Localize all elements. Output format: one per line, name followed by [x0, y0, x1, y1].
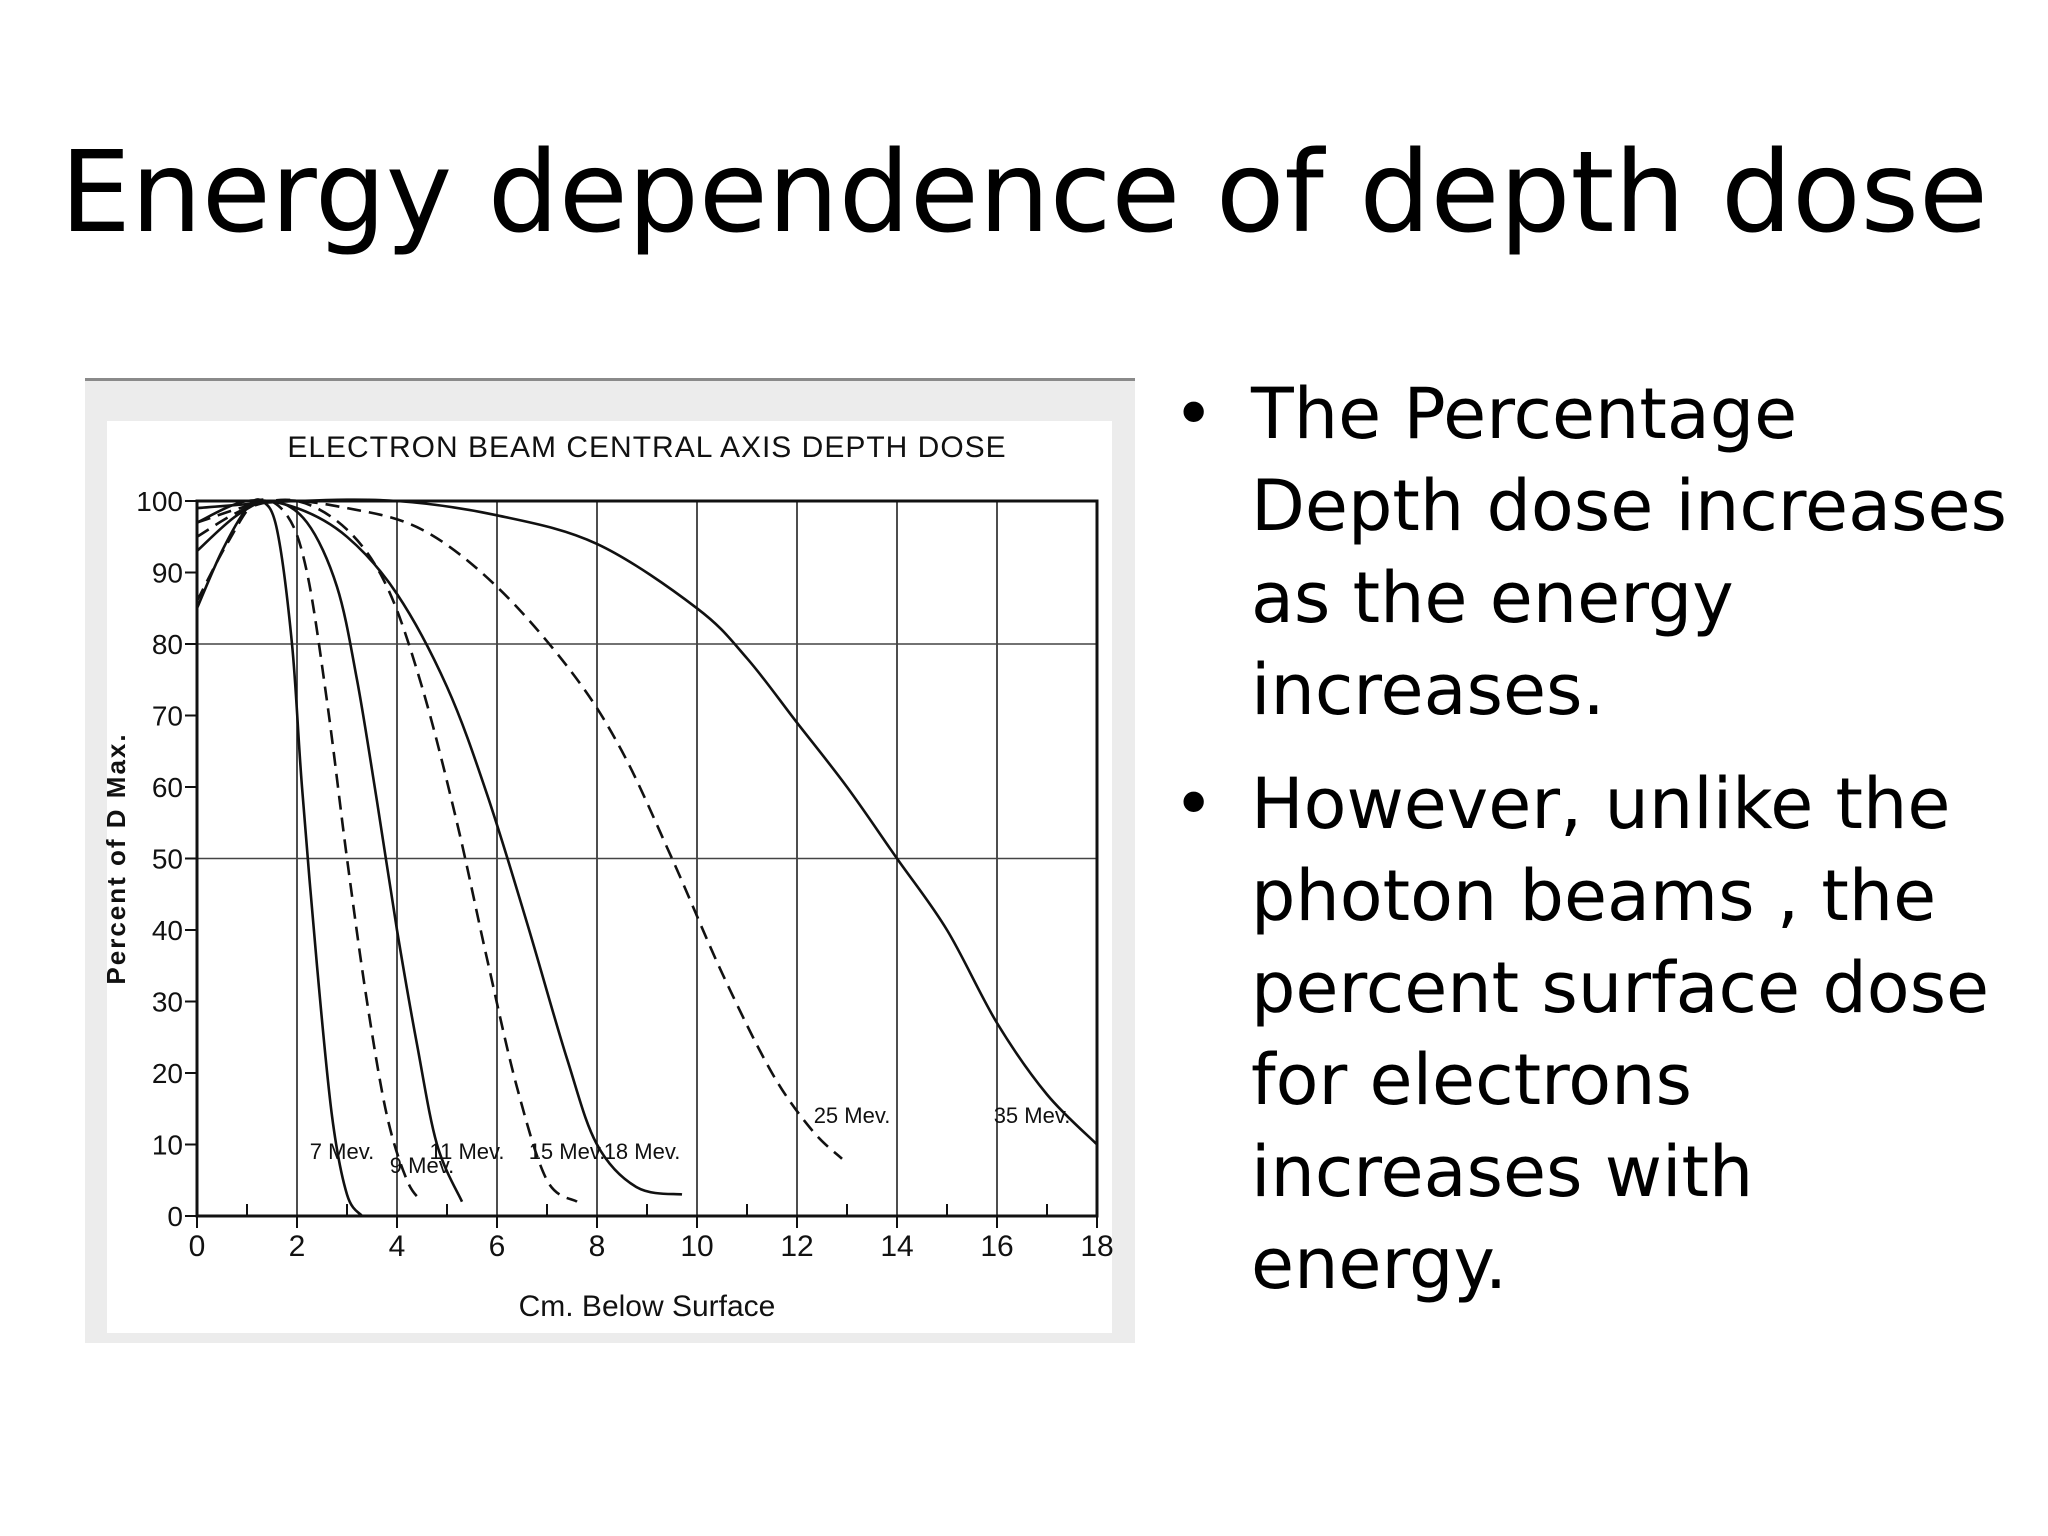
x-tick-label: 0 — [189, 1230, 206, 1263]
y-tick-label: 70 — [152, 701, 183, 732]
x-tick-label: 16 — [980, 1230, 1013, 1263]
series-label: 25 Mev. — [814, 1103, 891, 1128]
bullet-list: • The Percentage Depth dose increases as … — [1165, 368, 2025, 1332]
y-tick-label: 50 — [152, 844, 183, 875]
series-label: 7 Mev. — [310, 1139, 374, 1164]
y-tick-label: 100 — [136, 486, 183, 517]
bullet-item: • The Percentage Depth dose increases as … — [1165, 368, 2025, 736]
x-tick-label: 8 — [589, 1230, 606, 1263]
y-tick-label: 40 — [152, 915, 183, 946]
bullet-text: However, unlike the photon beams , the p… — [1251, 763, 1990, 1305]
y-axis-label: Percent of D Max. — [101, 732, 131, 984]
bullet-item: • However, unlike the photon beams , the … — [1165, 758, 2025, 1310]
x-tick-label: 12 — [780, 1230, 813, 1263]
y-tick-label: 0 — [167, 1201, 183, 1232]
x-tick-label: 10 — [680, 1230, 713, 1263]
depth-dose-chart: ELECTRON BEAM CENTRAL AXIS DEPTH DOSE 0 2 4… — [101, 421, 1114, 1333]
slide-title: Energy dependence of depth dose — [60, 128, 1988, 258]
y-tick-label: 20 — [152, 1058, 183, 1089]
series-line — [196, 498, 578, 1203]
chart-image: ELECTRON BEAM CENTRAL AXIS DEPTH DOSE 0 2 4… — [85, 378, 1135, 1343]
series-label: 11 Mev. — [430, 1139, 505, 1164]
series-line — [196, 498, 683, 1196]
bullet-dot-icon: • — [1173, 763, 1215, 845]
y-tick-label: 90 — [152, 558, 183, 589]
x-tick-label: 2 — [289, 1230, 306, 1263]
bullet-text: The Percentage Depth dose increases as t… — [1251, 373, 2008, 731]
series-label: 15 Mev. — [529, 1139, 606, 1164]
x-axis-label: Cm. Below Surface — [519, 1290, 776, 1323]
x-tick-label: 18 — [1080, 1230, 1113, 1263]
y-tick-label: 60 — [152, 772, 183, 803]
y-tick-label: 10 — [152, 1130, 183, 1161]
chart-sheet — [107, 421, 1112, 1333]
series-line — [196, 498, 1098, 1146]
x-tick-label: 4 — [389, 1230, 406, 1263]
series-label: 18 Mev. — [604, 1139, 681, 1164]
series-line — [196, 499, 843, 1160]
x-tick-label: 14 — [880, 1230, 913, 1263]
chart-title: ELECTRON BEAM CENTRAL AXIS DEPTH DOSE — [287, 431, 1006, 464]
y-tick-label: 80 — [152, 629, 183, 660]
series-label: 35 Mev. — [994, 1103, 1071, 1128]
bullet-dot-icon: • — [1173, 373, 1215, 455]
y-tick-label: 30 — [152, 987, 183, 1018]
x-tick-label: 6 — [489, 1230, 506, 1263]
